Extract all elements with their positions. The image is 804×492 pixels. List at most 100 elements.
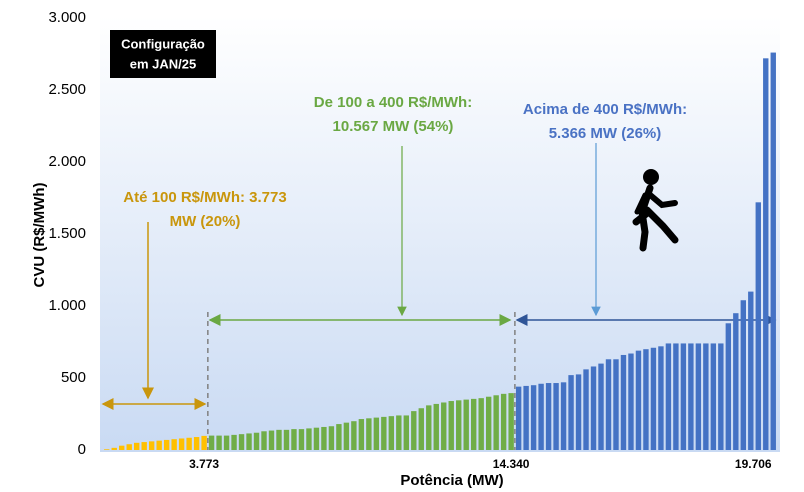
bar	[770, 52, 776, 451]
bar	[575, 374, 582, 450]
bar	[710, 343, 717, 450]
bar	[351, 421, 357, 450]
bar	[201, 435, 207, 450]
bar	[740, 300, 746, 450]
x-tick-label: 14.340	[493, 457, 530, 471]
bar	[156, 440, 162, 450]
bar	[665, 343, 672, 450]
bar	[650, 347, 657, 450]
bar	[163, 439, 170, 450]
config-text: em JAN/25	[130, 56, 196, 71]
bar	[441, 402, 447, 450]
bar	[328, 426, 335, 450]
bar	[426, 405, 432, 450]
bar	[635, 350, 642, 450]
bar	[456, 400, 462, 450]
bar	[373, 417, 380, 450]
y-tick-label: 500	[61, 369, 86, 386]
bar	[463, 399, 469, 450]
bar	[688, 343, 694, 450]
bar	[448, 401, 454, 450]
bar	[418, 408, 424, 450]
bar	[343, 422, 350, 450]
bar	[620, 354, 627, 450]
y-tick-label: 2.000	[48, 153, 86, 170]
bar	[381, 416, 387, 450]
bar	[545, 383, 552, 450]
bar	[755, 202, 761, 450]
bar	[538, 383, 544, 450]
bar	[283, 429, 290, 450]
bar	[246, 433, 252, 450]
bar	[471, 398, 477, 450]
bar	[276, 429, 282, 450]
y-tick-label: 3.000	[48, 9, 86, 26]
bar	[433, 403, 439, 450]
bar	[643, 349, 649, 450]
bar	[530, 385, 537, 450]
bar	[193, 437, 200, 450]
bar	[590, 366, 597, 450]
bar	[478, 398, 484, 450]
y-axis-label: CVU (R$/MWh)	[31, 183, 48, 288]
bar	[261, 431, 267, 450]
bar	[208, 435, 215, 450]
bar	[485, 396, 492, 450]
bar	[268, 430, 275, 450]
config-text: Configuração	[121, 36, 205, 51]
y-tick-label: 1.500	[48, 225, 86, 242]
annotation-arrows	[101, 143, 777, 410]
bar	[553, 383, 559, 450]
annotation: De 100 a 400 R$/MWh:	[314, 94, 472, 111]
bar	[231, 434, 237, 450]
bar	[493, 395, 499, 450]
bar	[119, 445, 125, 450]
bar	[515, 386, 522, 450]
bar	[306, 428, 312, 450]
bar	[411, 411, 417, 450]
bar	[111, 447, 117, 450]
bar	[336, 424, 342, 450]
bar	[568, 375, 574, 450]
annotation: MW (20%)	[170, 213, 241, 230]
bar	[680, 343, 687, 450]
bar	[396, 415, 402, 450]
bar	[748, 291, 754, 450]
bar	[695, 343, 702, 450]
x-tick-label: 19.706	[735, 457, 772, 471]
bar	[104, 449, 110, 450]
bar	[223, 435, 230, 450]
y-tick-label: 1.000	[48, 297, 86, 314]
bar	[178, 438, 185, 450]
bar	[628, 353, 634, 450]
bar	[216, 435, 222, 450]
bar	[238, 434, 245, 450]
bar	[253, 432, 260, 450]
annotation: Acima de 400 R$/MWh:	[523, 101, 687, 118]
bar	[298, 429, 305, 450]
bar	[148, 441, 155, 450]
bar	[291, 429, 297, 450]
walking-icon	[632, 169, 679, 252]
bar	[388, 416, 395, 450]
bar	[500, 393, 507, 450]
bar	[523, 385, 529, 450]
annotation: Até 100 R$/MWh: 3.773	[123, 189, 286, 206]
bar	[560, 382, 567, 450]
y-tick-label: 2.500	[48, 81, 86, 98]
x-axis-label: Potência (MW)	[400, 472, 503, 489]
bar	[403, 415, 409, 450]
bar	[313, 427, 320, 450]
bar	[358, 419, 365, 450]
bar	[613, 359, 619, 450]
bar	[673, 343, 679, 450]
bar	[703, 343, 709, 450]
bar	[126, 444, 132, 450]
annotation: 10.567 MW (54%)	[333, 118, 454, 135]
bar	[733, 313, 739, 450]
bar	[141, 442, 147, 450]
y-tick-label: 0	[78, 441, 86, 458]
bar	[763, 58, 769, 450]
x-tick-label: 3.773	[189, 457, 219, 471]
